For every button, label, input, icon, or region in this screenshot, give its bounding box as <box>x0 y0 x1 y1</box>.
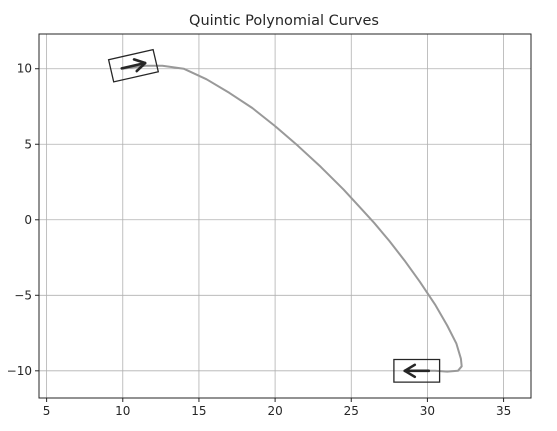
quintic-curve-line <box>122 64 463 373</box>
chart-title: Quintic Polynomial Curves <box>189 13 379 29</box>
vehicle-layer <box>107 48 441 383</box>
arrow-head <box>403 363 417 379</box>
x-tick-label: 30 <box>420 404 435 418</box>
vehicle-box <box>107 48 160 83</box>
y-tick-label: 5 <box>24 137 32 151</box>
x-tick-label: 35 <box>496 404 511 418</box>
x-tick-label: 5 <box>43 404 51 418</box>
grid <box>39 34 531 398</box>
plot-area-frame <box>38 33 532 399</box>
x-axis: 5 10 15 20 25 30 35 <box>43 398 511 418</box>
x-tick-label: 20 <box>267 404 282 418</box>
y-tick-label: 0 <box>24 213 32 227</box>
vehicle-heading-arrow <box>120 61 147 70</box>
vehicle-box <box>393 358 441 383</box>
x-tick-label: 10 <box>115 404 130 418</box>
y-tick-label: −10 <box>7 364 32 378</box>
y-tick-label: −5 <box>14 288 32 302</box>
curve-layer <box>122 64 463 373</box>
x-tick-label: 25 <box>344 404 359 418</box>
y-axis: 10 5 0 −5 −10 <box>7 62 39 378</box>
y-tick-label: 10 <box>17 62 32 76</box>
x-tick-label: 15 <box>191 404 206 418</box>
arrow-head <box>132 58 147 73</box>
